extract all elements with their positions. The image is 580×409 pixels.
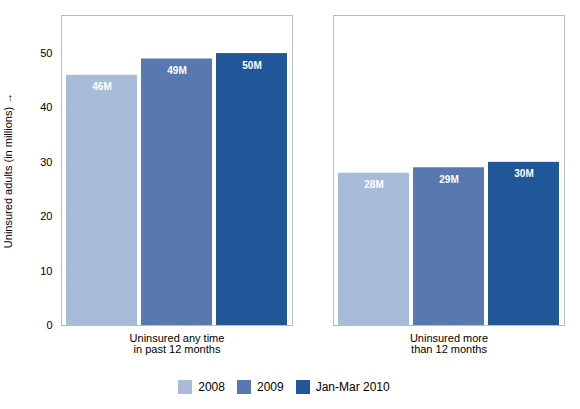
svg-text:28M: 28M (364, 179, 383, 190)
html-text:2008: 2008 (198, 379, 225, 394)
html-text:2009: 2009 (257, 379, 284, 394)
svg-text:50: 50 (40, 47, 52, 59)
svg-text:Uninsured morethan 12 months: Uninsured morethan 12 months (410, 332, 488, 355)
svg-text:Uninsured adults (in millions): Uninsured adults (in millions) → (2, 93, 14, 248)
svg-text:Uninsured any timein past 12 m: Uninsured any timein past 12 months (130, 332, 225, 355)
svg-text:46M: 46M (92, 81, 111, 92)
svg-text:10: 10 (40, 265, 52, 277)
svg-text:20: 20 (40, 210, 52, 222)
svg-text:29M: 29M (439, 174, 458, 185)
svg-text:0: 0 (46, 319, 52, 331)
html-text:Jan-Mar 2010: Jan-Mar 2010 (315, 379, 390, 394)
svg-text:49M: 49M (167, 65, 186, 76)
svg-text:50M: 50M (242, 60, 261, 71)
svg-text:40: 40 (40, 101, 52, 113)
svg-text:30: 30 (40, 156, 52, 168)
svg-text:30M: 30M (514, 168, 533, 179)
